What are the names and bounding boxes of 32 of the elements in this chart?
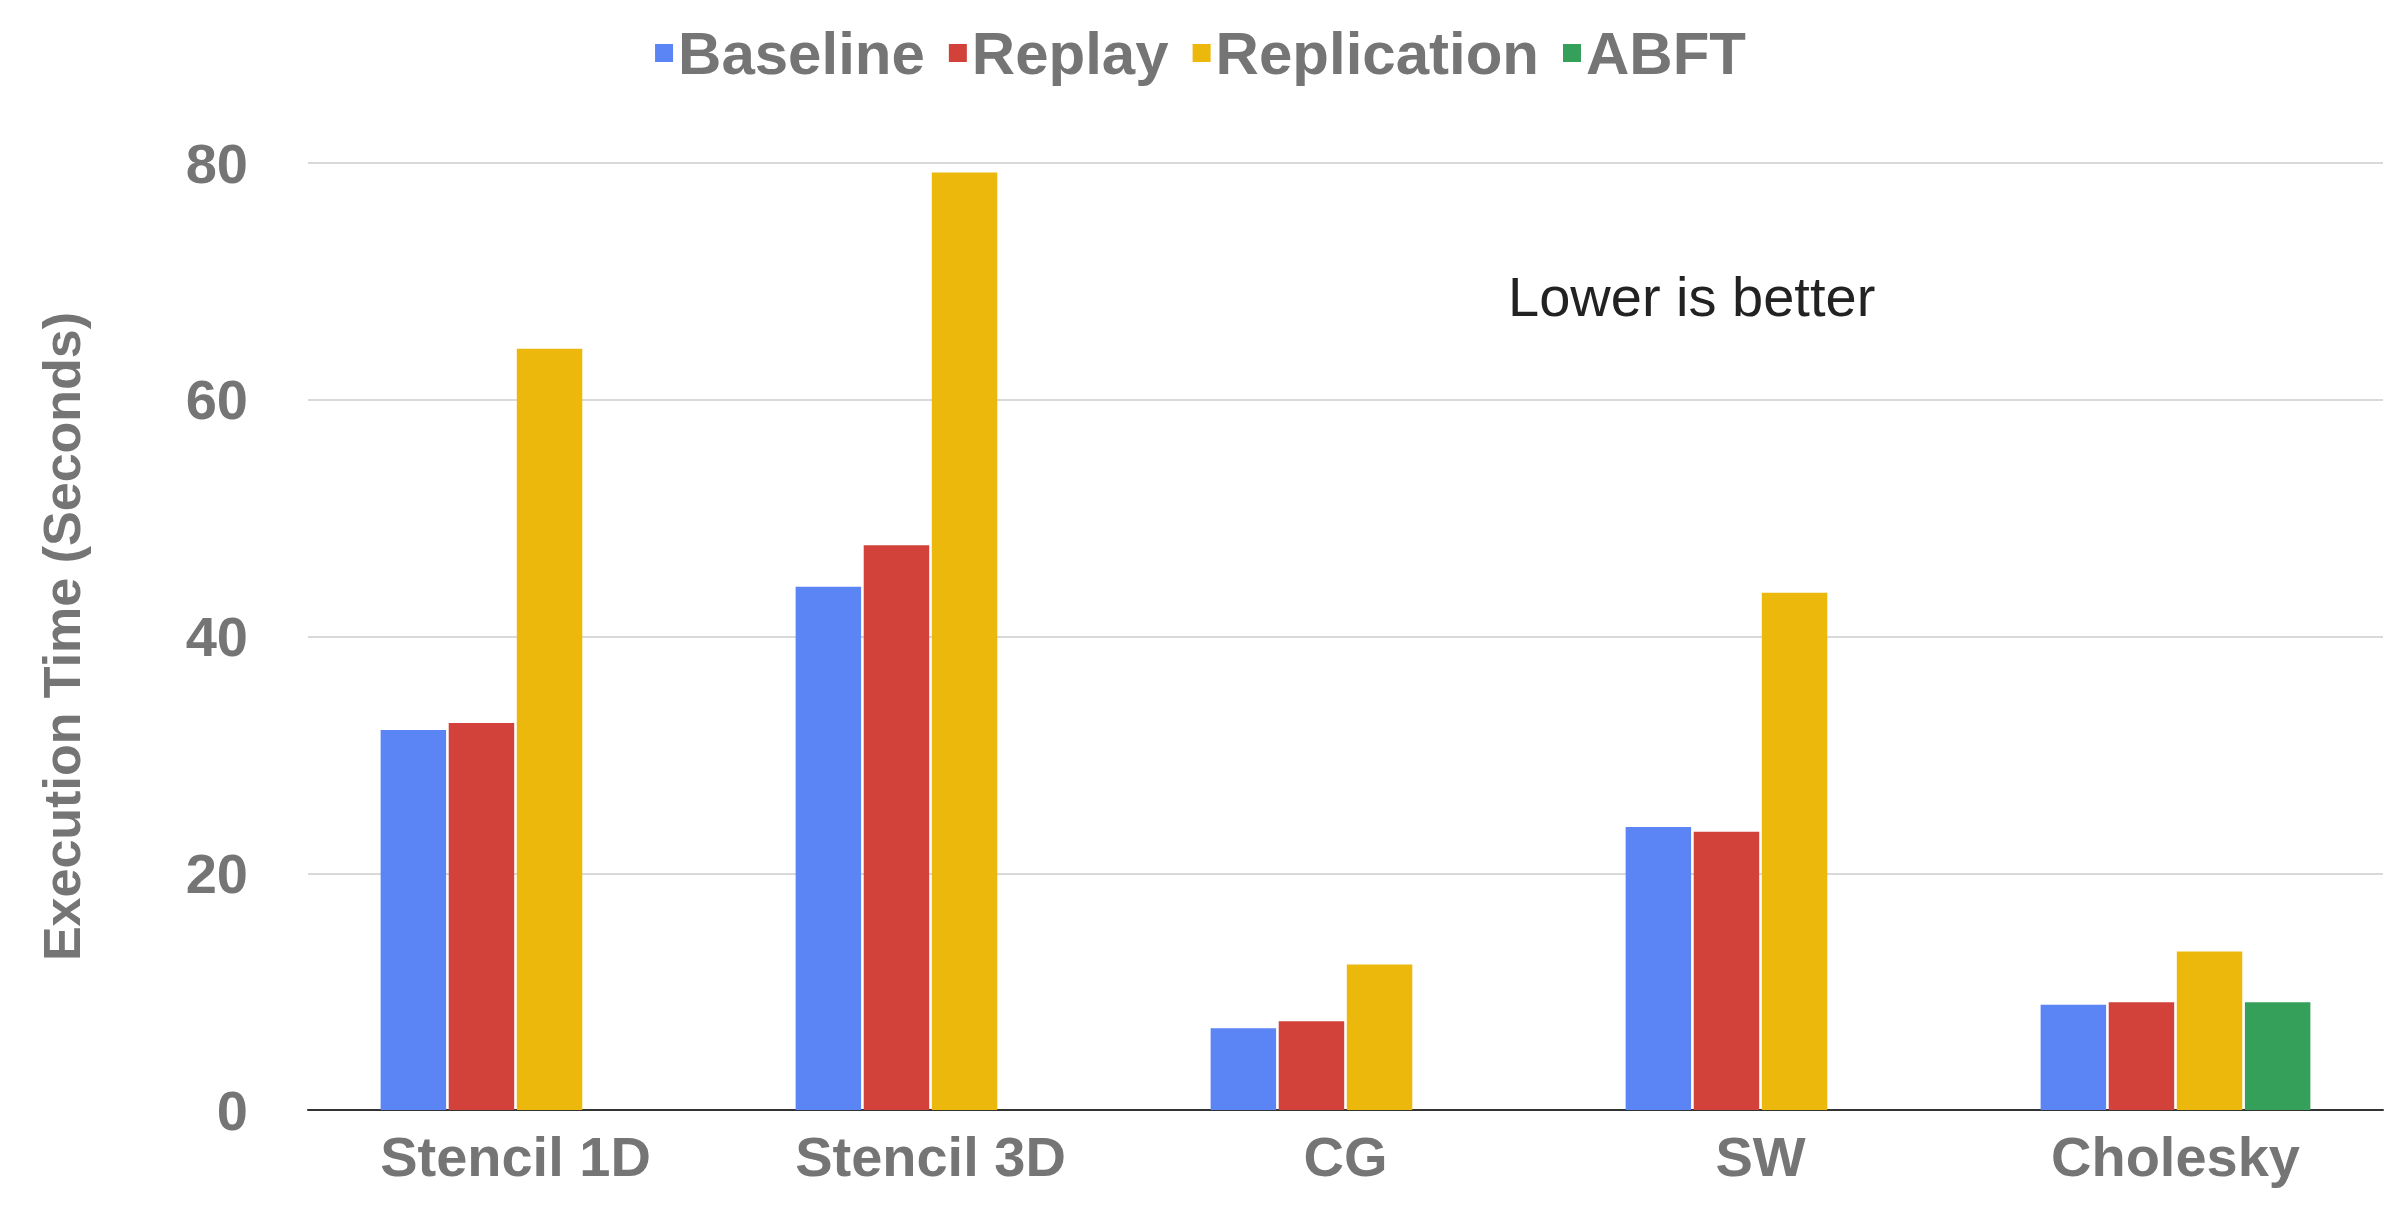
y-tick-label: 20 bbox=[185, 841, 248, 905]
bar bbox=[2040, 1004, 2107, 1110]
bar bbox=[448, 722, 515, 1110]
annotation: Lower is better bbox=[1508, 264, 1876, 328]
bar bbox=[2108, 1002, 2175, 1110]
x-tick-label: Cholesky bbox=[2051, 1124, 2300, 1188]
bar bbox=[795, 586, 862, 1110]
legend-label: Replay bbox=[971, 19, 1170, 87]
x-tick-label: Stencil 1D bbox=[380, 1124, 651, 1188]
legend-label: Baseline bbox=[678, 19, 925, 87]
x-tick-label: SW bbox=[1715, 1124, 1806, 1188]
legend-label: Replication bbox=[1215, 19, 1539, 87]
x-tick-label: Stencil 3D bbox=[795, 1124, 1066, 1188]
bar bbox=[1693, 831, 1760, 1110]
y-tick-label: 60 bbox=[185, 368, 248, 432]
bar bbox=[863, 545, 930, 1110]
bar bbox=[1346, 964, 1413, 1110]
bar bbox=[1210, 1028, 1277, 1110]
bar bbox=[2176, 951, 2243, 1110]
x-tick-label: CG bbox=[1303, 1124, 1388, 1188]
bar bbox=[2244, 1002, 2311, 1110]
y-tick-label: 80 bbox=[185, 131, 248, 195]
bar bbox=[380, 730, 447, 1110]
y-tick-label: 0 bbox=[216, 1078, 248, 1142]
bar bbox=[1761, 592, 1828, 1110]
y-axis-title: Execution Time (Seconds) bbox=[33, 311, 91, 962]
bar bbox=[516, 348, 583, 1110]
y-tick-label: 40 bbox=[185, 605, 248, 668]
legend-label: ABFT bbox=[1585, 19, 1746, 87]
bar bbox=[1278, 1021, 1345, 1110]
bar bbox=[1625, 827, 1692, 1110]
bar bbox=[931, 172, 998, 1110]
